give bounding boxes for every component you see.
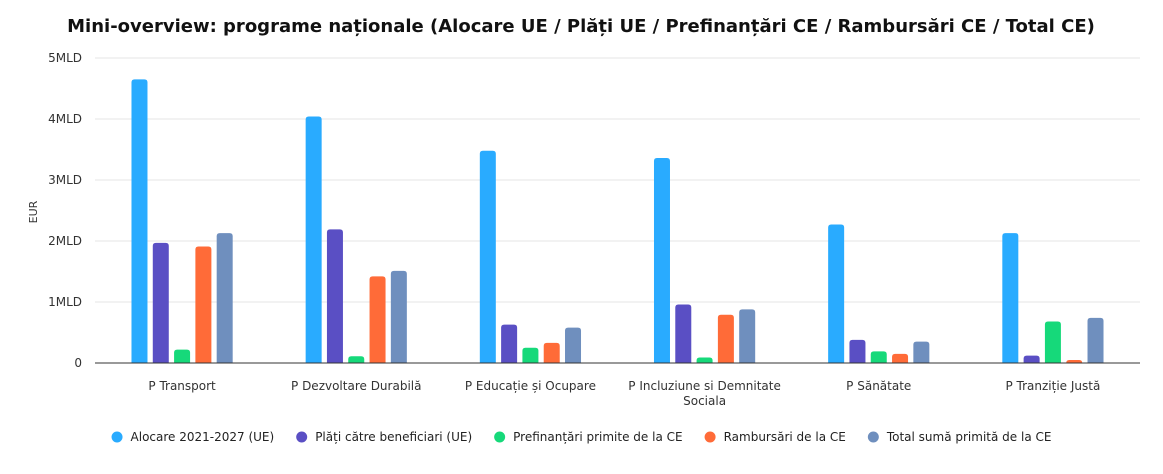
bar [739, 309, 756, 363]
legend-item: Alocare 2021-2027 (UE) [111, 430, 275, 444]
x-tick-label: P Dezvoltare Durabilă [291, 379, 421, 393]
bar [828, 224, 845, 363]
y-axis-label: EUR [27, 200, 40, 223]
y-tick-label: 5MLD [48, 51, 82, 65]
bar [326, 229, 343, 363]
bars-layer [131, 79, 1104, 363]
chart-title: Mini-overview: programe naționale (Aloca… [67, 16, 1095, 37]
bar [390, 270, 407, 363]
legend-item: Rambursări de la CE [704, 430, 846, 444]
bar [870, 351, 887, 363]
y-tick-label: 0 [74, 356, 82, 370]
legend-item: Plăți către beneficiari (UE) [296, 430, 472, 444]
legend-marker [111, 431, 123, 443]
y-tick-label: 3MLD [48, 173, 82, 187]
bar [653, 158, 670, 363]
x-tick-label: P Transport [148, 379, 216, 393]
legend-marker [867, 431, 879, 443]
legend-label: Prefinanțări primite de la CE [513, 430, 682, 444]
grid-layer [95, 57, 1140, 303]
y-tick-label: 2MLD [48, 234, 82, 248]
legend-item: Total sumă primită de la CE [867, 430, 1052, 444]
bar [543, 342, 560, 363]
legend-label: Alocare 2021-2027 (UE) [131, 430, 275, 444]
bar [305, 116, 322, 363]
legend-item: Prefinanțări primite de la CE [494, 430, 683, 444]
bar [1044, 321, 1061, 363]
bar [675, 304, 692, 363]
legend-label: Plăți către beneficiari (UE) [315, 430, 472, 444]
bar [152, 242, 169, 363]
bar [216, 233, 233, 363]
bar [717, 314, 734, 363]
bar [892, 353, 909, 363]
bar [369, 276, 386, 363]
legend-label: Total sumă primită de la CE [886, 430, 1052, 444]
bar [1023, 355, 1040, 363]
x-tick-label: P Educație și Ocupare [465, 379, 596, 393]
bar [1002, 233, 1019, 363]
bar [195, 246, 212, 363]
legend-marker [704, 431, 716, 443]
x-tick-label: P Tranziție Justă [1005, 379, 1100, 393]
bar [565, 327, 582, 363]
axis-layer: 0 1MLD 2MLD 3MLD 4MLD 5MLD P Transport P Dezvol… [48, 51, 1140, 408]
y-tick-label: 1MLD [48, 295, 82, 309]
bar [522, 347, 539, 363]
bar [501, 324, 518, 363]
x-tick-label: P Sănătate [846, 379, 911, 393]
bar [174, 349, 191, 363]
bar [348, 356, 365, 363]
legend-marker [494, 431, 506, 443]
bar [913, 341, 930, 363]
y-tick-label: 4MLD [48, 112, 82, 126]
bar [1066, 359, 1083, 363]
bar [1087, 317, 1104, 363]
legend: Alocare 2021-2027 (UE) Plăți către benefi… [111, 430, 1052, 444]
x-tick-label: P Incluziune si Demnitate Sociala [628, 379, 781, 408]
bar [131, 79, 148, 363]
bar [849, 339, 866, 363]
legend-label: Rambursări de la CE [724, 430, 846, 444]
bar [479, 150, 496, 363]
bar [696, 357, 713, 363]
legend-marker [296, 431, 308, 443]
